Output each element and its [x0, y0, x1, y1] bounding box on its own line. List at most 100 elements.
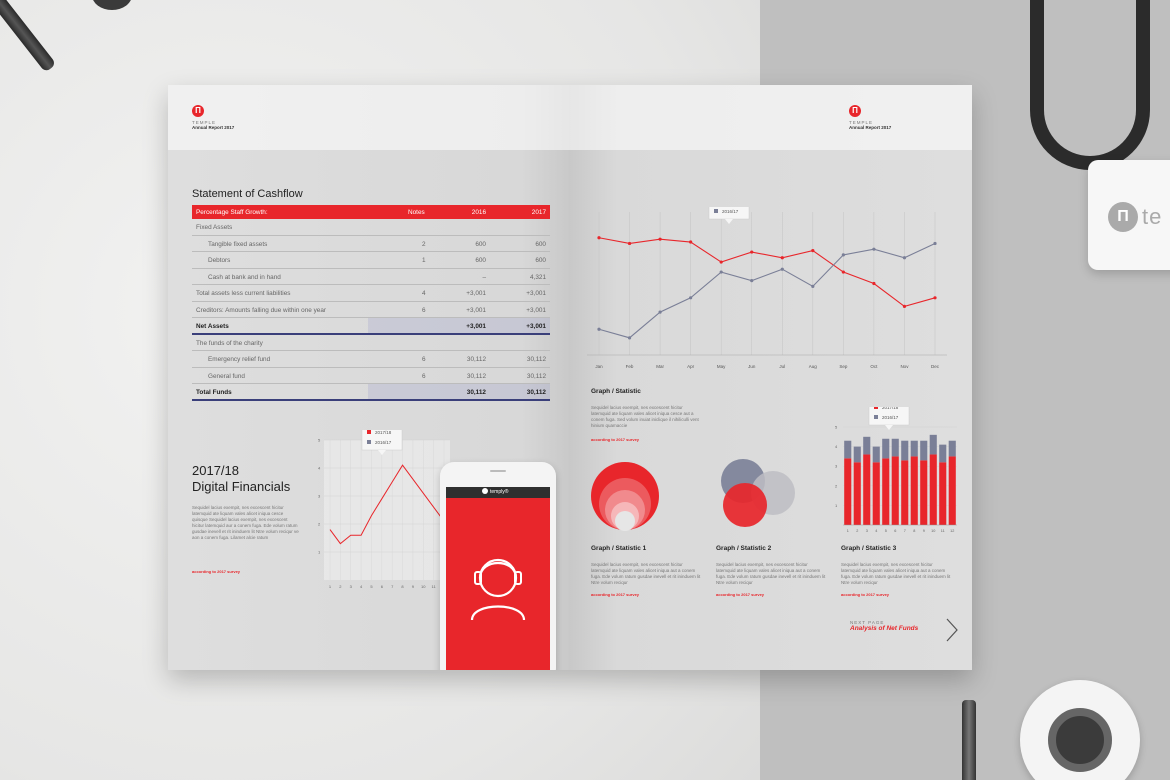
legend-pointer: [378, 450, 386, 455]
y-tick-label: 4: [318, 466, 321, 471]
statistic-2-block: Graph / Statistic 2 Sequidel lacius exem…: [716, 545, 828, 597]
row-2017: +3,001: [526, 323, 546, 330]
row-2016: –: [482, 273, 486, 281]
statistic-1-graphic: [591, 462, 659, 531]
app-logo-icon: [482, 488, 488, 494]
statistic-1-body: Sequidel lacius exempit, nes excescent h…: [591, 562, 701, 585]
bar-2017: [948, 456, 956, 525]
statistic-2-title: Graph / Statistic 2: [716, 545, 772, 552]
x-tick-label: Jan: [595, 364, 603, 369]
table-row: Debtors 1 600 600: [192, 252, 550, 269]
legend-swatch: [367, 440, 371, 444]
next-page-title: Analysis of Net Funds: [850, 625, 919, 632]
x-tick-label: 9: [923, 529, 925, 533]
x-tick-label: 4: [875, 529, 877, 533]
plot-area: [324, 440, 450, 580]
digital-title: 2017/18 Digital Financials: [192, 463, 290, 495]
id-badge: Π te: [1088, 160, 1170, 270]
bar-2016: [872, 446, 880, 463]
x-tick-label: Oct: [870, 364, 878, 369]
chevron-right-icon[interactable]: [944, 617, 960, 643]
bar-2017: [920, 460, 928, 525]
bar-2017: [844, 458, 852, 525]
row-2017: 600: [535, 240, 546, 248]
phone-screen: temply®: [446, 487, 550, 670]
page-header: [569, 85, 972, 150]
row-label: Total Funds: [196, 389, 232, 396]
x-tick-label: Sep: [839, 364, 848, 369]
x-tick-label: 5: [885, 529, 887, 533]
next-page-link[interactable]: NEXT PAGE Analysis of Net Funds: [850, 620, 918, 632]
lanyard: [1030, 0, 1150, 170]
row-notes: 4: [422, 290, 426, 297]
bar-2016: [891, 438, 899, 457]
data-point: [780, 267, 784, 271]
row-2016: 30,112: [466, 372, 486, 380]
digital-title-line2: Digital Financials: [192, 479, 291, 494]
table-row: Total assets less current liabilities 4 +3…: [192, 285, 550, 302]
bar-2016: [844, 440, 852, 459]
row-2017: 30,112: [526, 389, 546, 396]
y-tick-label: 2: [318, 522, 321, 527]
bar-2016: [882, 438, 890, 459]
graph-title: Graph / Statistic: [591, 388, 641, 395]
bar-2017: [853, 462, 861, 525]
x-tick-label: 6: [381, 584, 384, 589]
row-label: Emergency relief fund: [208, 356, 271, 363]
data-point: [597, 236, 601, 240]
bar-2017: [910, 456, 918, 525]
data-point: [719, 270, 723, 274]
temple-logo-icon: Π: [192, 105, 204, 117]
x-tick-label: Jun: [748, 364, 756, 369]
statistic-2-graphic: [721, 459, 795, 527]
right-page: Π TEMPLE Annual Report 2017 Jan Feb Mar Apr…: [569, 85, 972, 670]
table-row: Creditors: Amounts falling due within on…: [192, 302, 550, 318]
data-point: [811, 249, 815, 253]
legend-label: 2016/17: [375, 440, 392, 445]
legend-label: 2016/17: [882, 415, 899, 420]
x-tick-label: Apr: [687, 364, 695, 369]
data-point: [902, 304, 907, 308]
row-2017: +3,001: [526, 306, 546, 314]
statistic-2-body: Sequidel lacius exempit, nes excescent h…: [716, 562, 826, 585]
x-tick-label: 11: [941, 529, 945, 533]
app-name: temply®: [490, 489, 509, 495]
x-tick-label: Dec: [931, 364, 940, 369]
bar-2016: [863, 436, 871, 455]
bar-2017: [939, 462, 947, 525]
temple-logo-icon: Π: [849, 105, 861, 117]
data-point: [658, 237, 662, 241]
row-label: Total assets less current liabilities: [196, 290, 291, 297]
bar-2016: [853, 446, 861, 463]
row-label: Fixed Assets: [196, 224, 233, 231]
data-point: [750, 250, 754, 254]
statistic-1-survey: according to 2017 survey: [591, 592, 640, 597]
bar-2016: [910, 440, 918, 457]
app-bar: temply®: [446, 487, 550, 498]
x-tick-label: Aug: [809, 364, 818, 369]
bar-2017: [891, 456, 899, 525]
row-notes: 6: [422, 372, 426, 380]
x-tick-label: 6: [894, 529, 896, 533]
next-page-label: NEXT PAGE: [850, 620, 885, 625]
x-tick-label: May: [717, 364, 726, 369]
bar-2016: [948, 440, 956, 457]
row-2016: 600: [475, 257, 486, 264]
bar-2016: [901, 440, 909, 461]
row-highlight: [368, 384, 550, 399]
row-2016: +3,001: [466, 323, 486, 330]
legend-swatch: [874, 415, 878, 419]
cashflow-title: Statement of Cashflow: [192, 188, 303, 200]
phone-speaker: [490, 470, 506, 472]
user-profile-icon: [470, 558, 526, 621]
x-tick-label: 3: [866, 529, 868, 533]
x-tick-label: Nov: [900, 364, 909, 369]
legend-swatch: [367, 430, 371, 434]
table-row: Total Funds 30,112 30,112: [192, 384, 550, 401]
data-point: [902, 256, 907, 260]
row-label: Debtors: [208, 257, 231, 264]
header-label: Percentage Staff Growth:: [196, 209, 268, 216]
row-2017: 600: [535, 257, 546, 264]
x-tick-label: 3: [350, 584, 353, 589]
brochure-spread: Π TEMPLE Annual Report 2017 Statement of…: [168, 85, 972, 670]
